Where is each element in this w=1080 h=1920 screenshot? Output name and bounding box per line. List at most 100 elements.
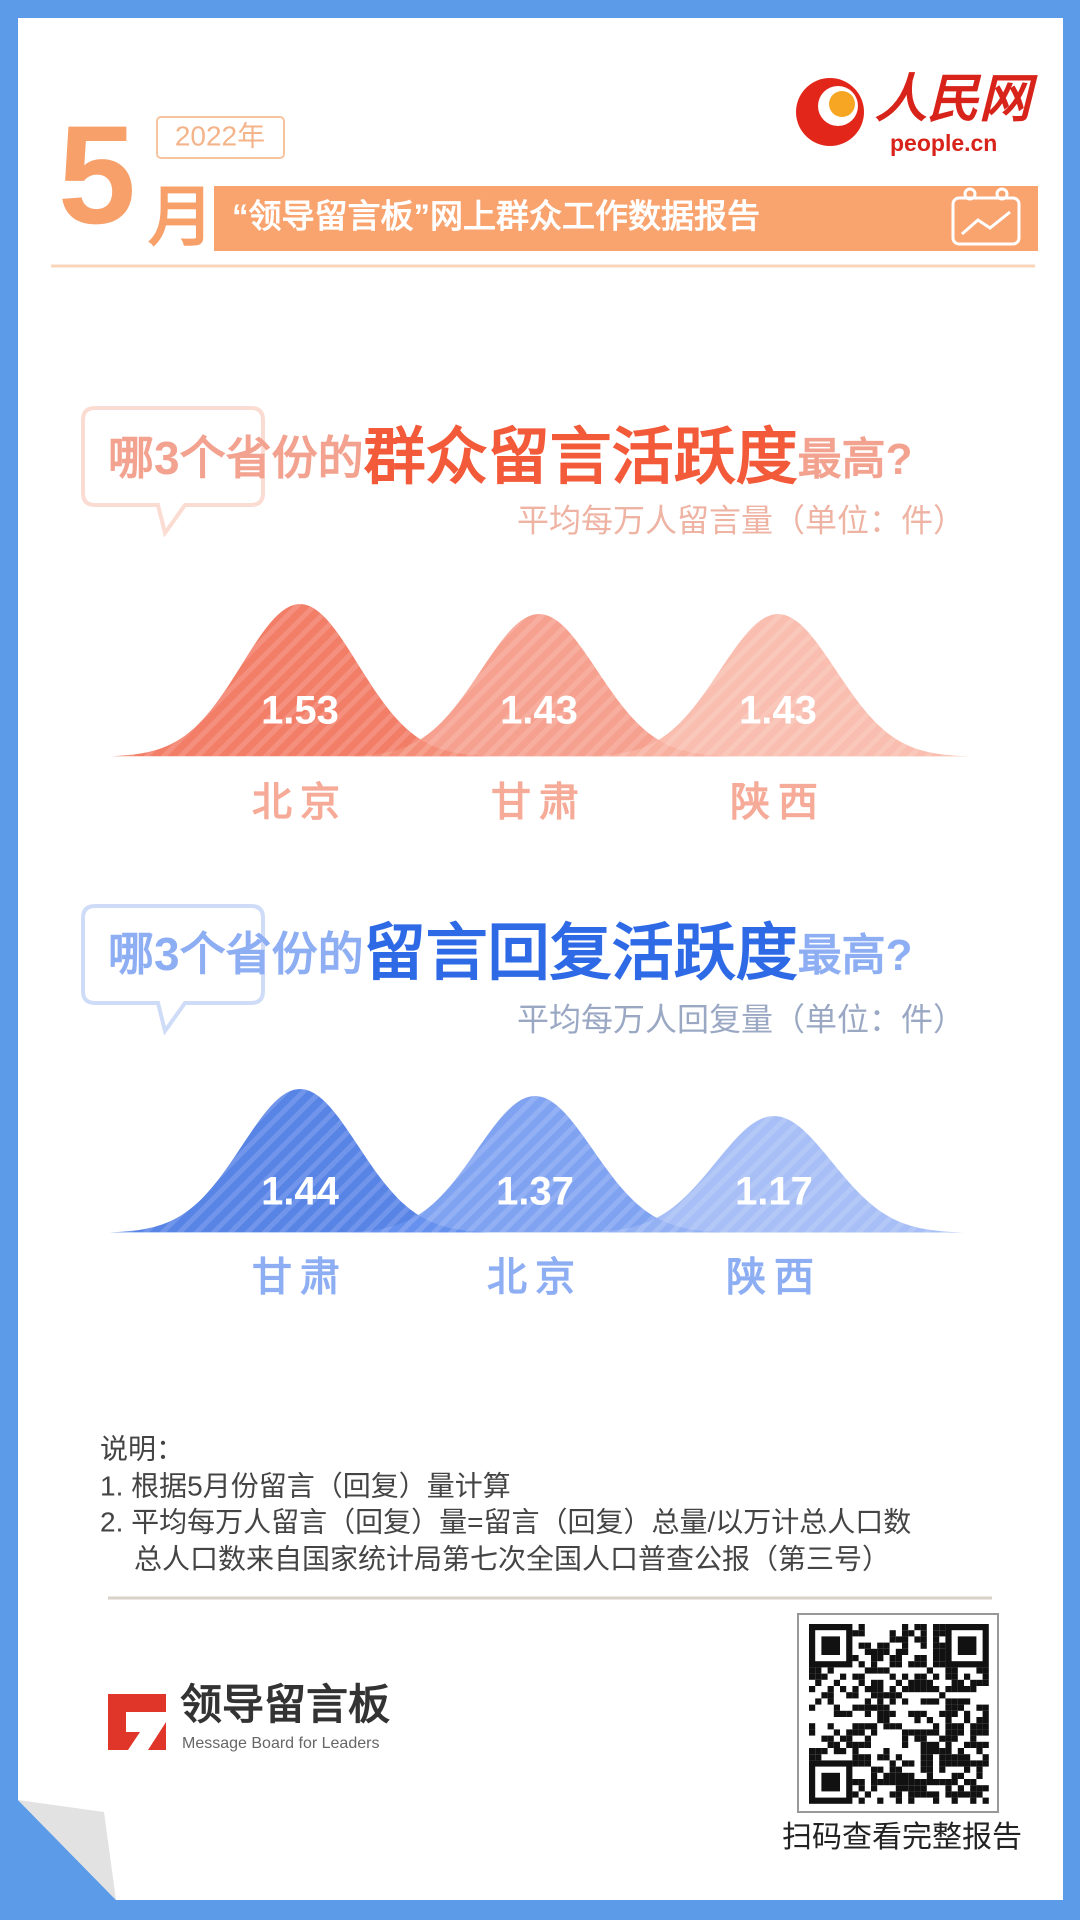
qr-module [864, 1760, 871, 1767]
report-title: “领导留言板”网上群众工作数据报告 [232, 198, 760, 235]
qr-module [852, 1673, 859, 1680]
qr-module [902, 1729, 909, 1736]
qr-module [933, 1729, 940, 1736]
qr-module [908, 1779, 915, 1786]
qr-module [877, 1686, 884, 1693]
qr-module [951, 1710, 958, 1717]
qr-module [889, 1630, 896, 1637]
qr-module [889, 1692, 896, 1699]
qr-module [945, 1760, 952, 1767]
qr-module [945, 1741, 952, 1748]
qr-module [976, 1667, 983, 1674]
qr-module [877, 1754, 884, 1761]
qr-module [970, 1779, 977, 1786]
qr-module [926, 1729, 933, 1736]
qr-module [933, 1630, 940, 1637]
qr-module [957, 1748, 964, 1755]
page-fold [18, 1800, 116, 1900]
qr-module [976, 1704, 983, 1711]
qr-module [914, 1735, 921, 1742]
qr-module [926, 1772, 933, 1779]
qr-module [920, 1686, 927, 1693]
qr-module [945, 1785, 952, 1792]
year: 2022年 [175, 120, 265, 151]
qr-module [914, 1661, 921, 1668]
bell-stripes [584, 1116, 964, 1233]
qr-module [821, 1748, 828, 1755]
qr-module [877, 1692, 884, 1699]
qr-module [883, 1748, 890, 1755]
qr-module [871, 1679, 878, 1686]
qr-module [926, 1754, 933, 1761]
qr-module [939, 1779, 946, 1786]
qr-module [970, 1797, 977, 1804]
qr-module [976, 1791, 983, 1798]
qr-module [858, 1723, 865, 1730]
qr-module [970, 1760, 977, 1767]
qr-module [864, 1686, 871, 1693]
qr-module [864, 1791, 871, 1798]
qr-module [951, 1667, 958, 1674]
qr-module [852, 1630, 859, 1637]
qr-module [982, 1741, 989, 1748]
title-highlight: 留言回复活跃度 [364, 919, 798, 988]
value-label: 1.53 [261, 689, 339, 733]
value-label: 1.43 [739, 689, 817, 733]
qr-module [970, 1791, 977, 1798]
qr-module [846, 1710, 853, 1717]
qr-module [864, 1723, 871, 1730]
qr-module [889, 1766, 896, 1773]
qr-module [926, 1717, 933, 1724]
qr-module [809, 1667, 816, 1674]
qr-module [933, 1686, 940, 1693]
qr-module [926, 1667, 933, 1674]
qr-module [895, 1648, 902, 1655]
qr-module [846, 1729, 853, 1736]
qr-module [970, 1729, 977, 1736]
qr-module [852, 1686, 859, 1693]
charts: 1.53 北京 1.43 甘肃 1.43 陕西 1.44 甘肃 1.37 北京 1.17 陕西 [110, 604, 968, 1300]
qr-module [933, 1661, 940, 1668]
qr-module [964, 1779, 971, 1786]
qr-module [957, 1686, 964, 1693]
qr-module [957, 1760, 964, 1767]
qr-module [945, 1717, 952, 1724]
qr-module [871, 1648, 878, 1655]
qr-module [920, 1679, 927, 1686]
qr-module [982, 1717, 989, 1724]
qr-module [964, 1717, 971, 1724]
qr-module [883, 1779, 890, 1786]
qr-module [920, 1766, 927, 1773]
qr-module [809, 1704, 816, 1711]
qr-module [871, 1766, 878, 1773]
qr-module [840, 1686, 847, 1693]
qr-module [951, 1779, 958, 1786]
qr-module [827, 1686, 834, 1693]
qr-module [951, 1679, 958, 1686]
qr-module [809, 1686, 816, 1693]
qr-module [964, 1698, 971, 1705]
qr-module [920, 1760, 927, 1767]
qr-module [933, 1648, 940, 1655]
qr-module [914, 1679, 921, 1686]
category-label: 甘肃 [491, 781, 587, 825]
qr-module [976, 1723, 983, 1730]
qr-module [926, 1741, 933, 1748]
qr-module [914, 1673, 921, 1680]
qr-module [964, 1766, 971, 1773]
qr-module [926, 1679, 933, 1686]
qr-module [976, 1760, 983, 1767]
qr-module [833, 1741, 840, 1748]
qr-module [902, 1630, 909, 1637]
qr-code [808, 1623, 989, 1804]
qr-module [815, 1748, 822, 1755]
qr-module [883, 1710, 890, 1717]
qr-module [914, 1655, 921, 1662]
qr-module [889, 1673, 896, 1680]
qr-module [858, 1797, 865, 1804]
qr-module [827, 1667, 834, 1674]
qr-module [902, 1648, 909, 1655]
qr-module [926, 1686, 933, 1693]
qr-finder [808, 1760, 853, 1804]
value-label: 1.43 [500, 689, 578, 733]
